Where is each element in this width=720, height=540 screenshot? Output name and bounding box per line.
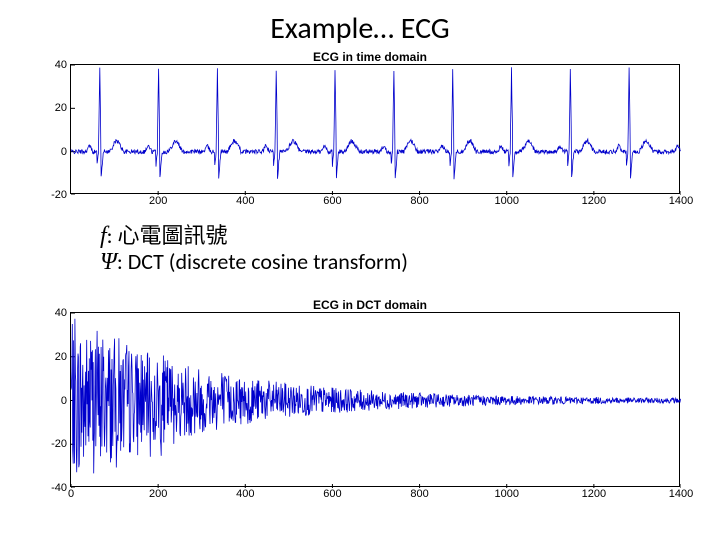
chart2-plot-box: -40-20020400200400600800100012001400: [70, 312, 680, 487]
xtick: 200: [149, 486, 167, 500]
overlay-text-1: : 心電圖訊號: [107, 222, 228, 249]
overlay-symbol-psi: Ψ: [100, 249, 117, 275]
xtick: 600: [323, 193, 341, 207]
chart2-title: ECG in DCT domain: [313, 298, 427, 312]
overlay-symbol-f: f: [100, 223, 107, 249]
slide-title: Example… ECG: [0, 0, 720, 51]
overlay-text-2: : DCT (discrete cosine transform): [117, 248, 408, 275]
xtick: 1200: [582, 193, 606, 207]
ecg-time-chart: ECG in time domain -20020402004006008001…: [30, 50, 710, 210]
xtick: 800: [410, 486, 428, 500]
xtick: 600: [323, 486, 341, 500]
ytick: -20: [51, 438, 71, 450]
overlay-line-1: f: 心電圖訊號: [100, 218, 228, 250]
ytick: 0: [61, 395, 71, 407]
xtick: 1400: [669, 486, 693, 500]
ytick: 20: [55, 351, 71, 363]
ytick: 40: [55, 307, 71, 319]
xtick: 200: [149, 193, 167, 207]
xtick: 400: [236, 486, 254, 500]
xtick: 1000: [494, 193, 518, 207]
chart1-title: ECG in time domain: [313, 50, 427, 64]
ytick: -20: [51, 189, 71, 201]
xtick: 1200: [582, 486, 606, 500]
ytick: 40: [55, 59, 71, 71]
overlay-line-2: Ψ: DCT (discrete cosine transform): [100, 248, 408, 276]
xtick: 1400: [669, 193, 693, 207]
xtick: 0: [68, 486, 74, 500]
ytick: 20: [55, 102, 71, 114]
chart1-plot-box: -2002040200400600800100012001400: [70, 64, 680, 194]
ytick: 0: [61, 146, 71, 158]
chart1-line: [71, 65, 681, 195]
ecg-dct-chart: ECG in DCT domain -40-200204002004006008…: [30, 298, 710, 508]
chart2-line: [71, 313, 681, 488]
xtick: 1000: [494, 486, 518, 500]
xtick: 400: [236, 193, 254, 207]
xtick: 800: [410, 193, 428, 207]
